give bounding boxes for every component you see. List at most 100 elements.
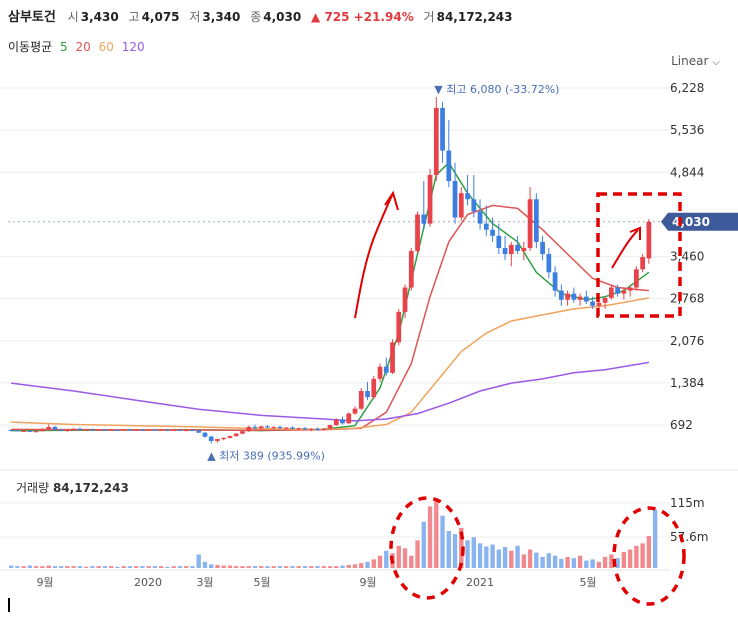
volume-bar: [133, 566, 139, 568]
candle: [440, 101, 445, 163]
candle-body: [296, 428, 302, 430]
max-price-label: ▼ 최고 6,080 (-33.72%): [434, 83, 559, 96]
candle-body: [258, 426, 264, 429]
volume-label: 거: [423, 10, 435, 24]
ma5-line: [11, 161, 650, 432]
candle-body: [171, 429, 177, 431]
volume-bar: [377, 555, 383, 568]
candle-body: [65, 429, 70, 431]
candle: [633, 266, 639, 291]
candle-body: [127, 429, 133, 431]
candle-body: [52, 426, 58, 430]
candle-body: [627, 287, 633, 291]
candle: [196, 429, 202, 434]
moving-average-legend[interactable]: 이동평균 5 20 60 120: [8, 38, 149, 55]
volume-bar: [277, 566, 283, 568]
candle-body: [471, 199, 477, 212]
candle-body: [233, 433, 239, 437]
volume-bar: [515, 545, 520, 568]
candle: [552, 266, 558, 297]
candle: [546, 247, 552, 279]
volume-value: 84,172,243: [436, 10, 513, 24]
candle-body: [596, 302, 602, 306]
candle: [21, 430, 27, 432]
candle: [108, 429, 114, 431]
candle: [258, 425, 264, 430]
candle-body: [633, 269, 639, 288]
candle-body: [165, 429, 170, 431]
candle: [415, 211, 420, 255]
ma120-legend: 120: [121, 40, 145, 54]
candle: [477, 199, 483, 230]
candle-body: [477, 211, 483, 224]
candle-body: [621, 290, 627, 294]
candle: [433, 97, 439, 182]
candle-body: [571, 293, 577, 300]
candle-body: [402, 287, 408, 312]
volume-bar: [102, 566, 108, 568]
volume-bar: [652, 509, 658, 568]
ma60-line: [11, 297, 650, 431]
chevron-down-icon: ⌵: [712, 57, 720, 68]
candle: [621, 287, 627, 300]
candle-body: [521, 247, 527, 252]
candle: [408, 247, 414, 291]
candle-body: [552, 272, 558, 291]
candle: [446, 120, 452, 188]
volume-bar: [571, 558, 577, 568]
candle: [33, 430, 39, 433]
price-tick-label: 692: [670, 418, 693, 432]
candle-body: [408, 251, 414, 288]
volume-bar: [33, 566, 39, 568]
candle: [627, 284, 633, 297]
volume-bar: [446, 531, 451, 568]
price-tick-label: 5,536: [670, 123, 704, 137]
candle-body: [115, 429, 120, 431]
candle: [115, 429, 120, 431]
volume-bar: [452, 534, 458, 568]
candle: [508, 241, 514, 267]
dashed-highlight-box: [596, 192, 682, 318]
candle-body: [77, 428, 83, 430]
volume-bar: [71, 566, 76, 568]
volume-bar: [559, 558, 564, 568]
candle-body: [183, 430, 189, 432]
candle-body: [383, 366, 389, 373]
price-tick-label: 3,460: [670, 250, 704, 264]
low-label: 저: [189, 10, 201, 24]
candle: [233, 433, 239, 437]
volume-bar: [190, 566, 195, 568]
candle: [283, 426, 289, 430]
volume-bar: [209, 564, 214, 568]
volume-bar: [359, 563, 364, 568]
volume-bar: [321, 566, 326, 568]
candle: [540, 235, 545, 261]
ma120-line: [11, 361, 650, 422]
candle: [215, 438, 220, 443]
candle: [46, 424, 52, 430]
low-value: 3,340: [202, 10, 241, 24]
scale-mode-dropdown[interactable]: Linear ⌵: [671, 54, 720, 68]
candle-body: [158, 429, 164, 431]
candle: [202, 431, 208, 438]
min-price-label: ▲ 최저 389 (935.99%): [207, 449, 325, 462]
ma-legend-label: 이동평균: [8, 40, 53, 54]
candle-body: [33, 431, 39, 433]
scale-mode-label: Linear: [671, 54, 709, 68]
volume-bar: [284, 566, 289, 568]
candle: [227, 435, 233, 439]
volume-bar: [146, 566, 151, 568]
candle: [146, 429, 152, 431]
volume-bar: [90, 566, 95, 568]
candle-body: [415, 214, 420, 252]
price-tick-label: 2,076: [670, 334, 704, 348]
annotations: [354, 190, 686, 606]
volume-bar: [434, 499, 439, 568]
candle: [558, 284, 564, 306]
volume-bar: [121, 566, 126, 568]
candle: [96, 429, 102, 431]
candle: [371, 375, 377, 399]
price-grid: [0, 87, 738, 538]
candle-body: [190, 430, 195, 432]
